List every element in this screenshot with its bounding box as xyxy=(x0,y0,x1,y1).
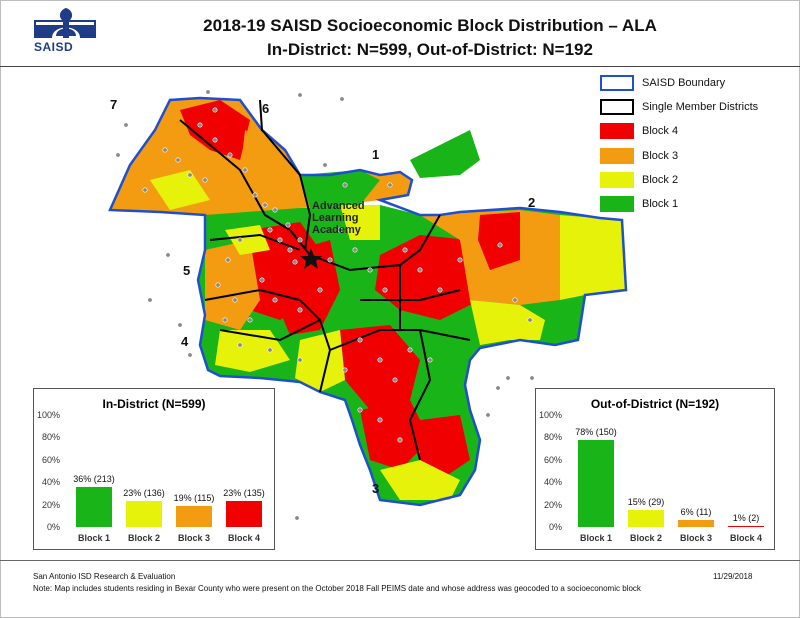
legend-item-block1: Block 1 xyxy=(600,196,800,216)
legend-label: Block 4 xyxy=(642,125,679,137)
x-tick-label: Block 1 xyxy=(579,533,612,543)
school-label: Advanced Learning Academy xyxy=(312,200,365,236)
header-divider xyxy=(0,66,800,67)
footer-source: San Antonio ISD Research & Evaluation xyxy=(33,572,176,581)
bar xyxy=(728,525,764,527)
legend-label: Block 2 xyxy=(642,174,679,186)
page-title: 2018-19 SAISD Socioeconomic Block Distri… xyxy=(203,16,657,35)
bar xyxy=(226,501,262,527)
bar xyxy=(76,486,112,527)
legend-swatch xyxy=(600,148,634,164)
bar xyxy=(126,501,162,527)
footer-date: 11/29/2018 xyxy=(713,572,753,581)
legend-label: Block 1 xyxy=(642,198,679,210)
bar xyxy=(678,520,714,527)
district-number-3: 3 xyxy=(372,481,380,496)
district-number-1: 1 xyxy=(372,147,380,162)
bar xyxy=(176,505,212,527)
y-tick-label: 40% xyxy=(41,477,60,488)
y-tick-label: 60% xyxy=(543,454,562,465)
footer-divider xyxy=(0,560,800,561)
bar-data-label: 19% (115) xyxy=(173,492,215,503)
legend-label: SAISD Boundary xyxy=(642,77,726,89)
district-number-7: 7 xyxy=(110,97,118,112)
district-number-4: 4 xyxy=(181,334,189,349)
legend-swatch xyxy=(600,75,634,91)
legend-swatch xyxy=(600,123,634,139)
x-tick-label: Block 3 xyxy=(177,533,210,543)
y-tick-label: 60% xyxy=(41,454,60,465)
y-tick-label: 100% xyxy=(36,410,60,420)
x-tick-label: Block 2 xyxy=(629,533,662,543)
bar-data-label: 6% (11) xyxy=(680,507,712,518)
school-label-line3: Academy xyxy=(312,224,361,236)
footer-note: Note: Map includes students residing in … xyxy=(33,584,641,593)
bar xyxy=(628,510,664,527)
legend-item-districts: Single Member Districts xyxy=(600,99,800,119)
bar-data-label: 36% (213) xyxy=(73,473,115,484)
student-dots xyxy=(115,89,571,538)
bar-data-label: 23% (135) xyxy=(223,488,265,499)
y-tick-label: 20% xyxy=(543,499,562,510)
chart-title: Out-of-District (N=192) xyxy=(590,397,720,411)
bar xyxy=(578,439,614,527)
star-icon xyxy=(300,248,322,269)
x-tick-label: Block 1 xyxy=(77,533,110,543)
legend-item-boundary: SAISD Boundary xyxy=(600,75,800,95)
logo-text: SAISD xyxy=(34,40,74,54)
x-tick-label: Block 4 xyxy=(227,533,260,543)
legend-label: Single Member Districts xyxy=(642,101,759,113)
x-tick-label: Block 2 xyxy=(127,533,160,543)
y-tick-label: 0% xyxy=(46,522,60,532)
legend-item-block2: Block 2 xyxy=(600,172,800,192)
single-member-districts xyxy=(179,99,471,461)
saisd-logo xyxy=(34,8,96,38)
y-tick-label: 80% xyxy=(41,432,60,443)
out-district-chart: Out-of-District (N=192) 100% 80% 60% 40% 20%… xyxy=(535,388,775,550)
x-tick-label: Block 4 xyxy=(729,533,762,543)
legend-swatch xyxy=(600,99,634,115)
legend-swatch xyxy=(600,196,634,212)
bar-data-label: 23% (136) xyxy=(123,488,165,499)
bar-data-label: 1% (2) xyxy=(732,512,760,523)
map-territory xyxy=(110,98,626,505)
x-tick-label: Block 3 xyxy=(679,533,712,543)
school-label-line1: Advanced xyxy=(312,200,365,212)
district-number-2: 2 xyxy=(528,195,536,210)
legend-label: Block 3 xyxy=(642,150,679,162)
district-number-5: 5 xyxy=(183,263,191,278)
bar-data-label: 78% (150) xyxy=(575,426,617,437)
page-subtitle: In-District: N=599, Out-of-District: N=1… xyxy=(267,40,593,59)
legend-swatch xyxy=(600,172,634,188)
in-district-chart: In-District (N=599) 100% 80% 60% 40% 20% 0% 36… xyxy=(33,388,275,550)
legend-item-block3: Block 3 xyxy=(600,148,800,168)
legend-item-block4: Block 4 xyxy=(600,123,800,143)
school-label-line2: Learning xyxy=(312,212,359,224)
y-tick-label: 80% xyxy=(543,432,562,443)
y-tick-label: 100% xyxy=(538,410,562,420)
y-tick-label: 40% xyxy=(543,477,562,488)
saisd-boundary xyxy=(108,96,628,507)
chart-title: In-District (N=599) xyxy=(102,397,206,411)
y-tick-label: 0% xyxy=(548,522,562,532)
bar-data-label: 15% (29) xyxy=(627,497,665,508)
y-tick-label: 20% xyxy=(41,499,60,510)
district-number-6: 6 xyxy=(262,101,270,116)
